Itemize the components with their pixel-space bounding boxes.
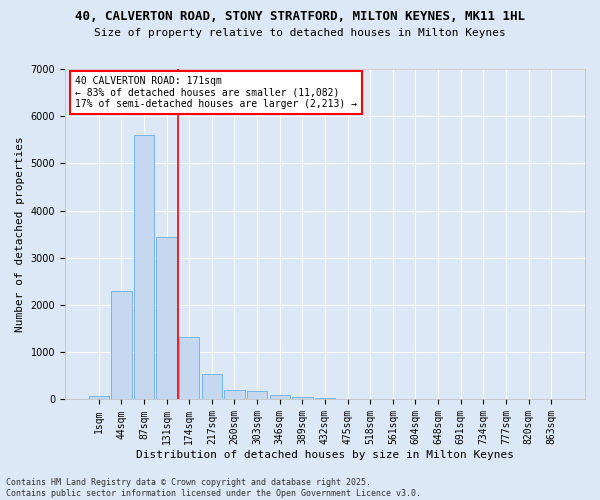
Bar <box>247 391 267 400</box>
Text: 40 CALVERTON ROAD: 171sqm
← 83% of detached houses are smaller (11,082)
17% of s: 40 CALVERTON ROAD: 171sqm ← 83% of detac… <box>76 76 358 109</box>
Bar <box>202 374 222 400</box>
Bar <box>134 135 154 400</box>
Bar <box>269 395 290 400</box>
Text: Contains HM Land Registry data © Crown copyright and database right 2025.
Contai: Contains HM Land Registry data © Crown c… <box>6 478 421 498</box>
Text: 40, CALVERTON ROAD, STONY STRATFORD, MILTON KEYNES, MK11 1HL: 40, CALVERTON ROAD, STONY STRATFORD, MIL… <box>75 10 525 23</box>
Bar <box>157 236 177 400</box>
Bar <box>292 396 313 400</box>
Y-axis label: Number of detached properties: Number of detached properties <box>15 136 25 332</box>
X-axis label: Distribution of detached houses by size in Milton Keynes: Distribution of detached houses by size … <box>136 450 514 460</box>
Text: Size of property relative to detached houses in Milton Keynes: Size of property relative to detached ho… <box>94 28 506 38</box>
Bar <box>224 390 245 400</box>
Bar <box>315 398 335 400</box>
Bar <box>89 396 109 400</box>
Bar <box>111 291 131 400</box>
Bar <box>179 337 199 400</box>
